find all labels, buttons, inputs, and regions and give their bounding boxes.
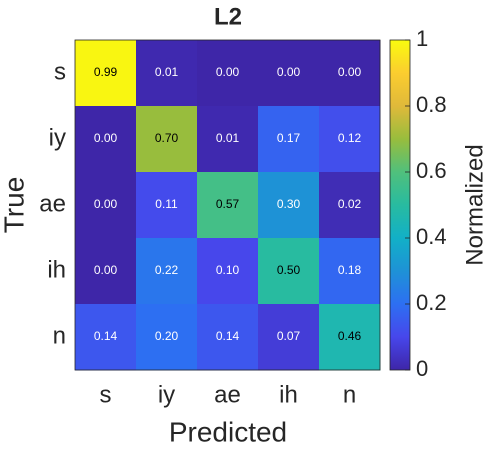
y-tick-label: s: [54, 58, 66, 85]
cell-label: 0.17: [277, 131, 301, 145]
cell-label: 0.18: [338, 263, 362, 277]
cell-label: 0.02: [338, 197, 362, 211]
cell-label: 0.99: [94, 65, 118, 79]
chart-title: L2: [214, 3, 242, 30]
y-tick-label: ih: [47, 256, 66, 283]
heatmap-cell: [75, 304, 137, 371]
cell-label: 0.00: [216, 65, 240, 79]
cell-label: 0.50: [277, 263, 301, 277]
heatmap-cell: [258, 40, 320, 107]
colorbar-label: Normalized: [461, 144, 488, 265]
cell-label: 0.11: [155, 197, 178, 211]
heatmap-cell: [75, 172, 137, 239]
cell-label: 0.00: [94, 197, 118, 211]
cell-label: 0.70: [155, 131, 179, 145]
colorbar-tick-label: 0: [416, 356, 428, 381]
cell-label: 0.14: [94, 329, 118, 343]
colorbar: [389, 39, 411, 371]
cell-label: 0.10: [216, 263, 240, 277]
cell-label: 0.00: [277, 65, 301, 79]
x-tick-label: ih: [279, 381, 298, 408]
x-tick-label: ae: [214, 381, 241, 408]
heatmap-cell: [75, 238, 137, 305]
colorbar-tick-label: 0.2: [416, 290, 447, 315]
x-axis-label: Predicted: [169, 416, 287, 447]
cell-label: 0.00: [338, 65, 362, 79]
heatmap-cell: [136, 238, 198, 305]
x-tick-label: iy: [158, 381, 175, 408]
heatmap-cell: [319, 238, 381, 305]
heatmap-cell: [258, 238, 320, 305]
cell-label: 0.01: [155, 65, 179, 79]
y-tick-label: ae: [39, 190, 66, 217]
cell-label: 0.57: [216, 197, 240, 211]
y-tick-label: iy: [49, 124, 66, 151]
heatmap-cell: [258, 172, 320, 239]
heatmap-cell: [197, 40, 259, 107]
colorbar-tick-label: 1: [416, 26, 428, 51]
heatmap-cell: [258, 106, 320, 173]
cell-label: 0.46: [338, 329, 362, 343]
cell-label: 0.14: [216, 329, 240, 343]
colorbar-tick-label: 0.4: [416, 224, 447, 249]
heatmap-cell: [136, 40, 198, 107]
heatmap-cell: [136, 106, 198, 173]
cell-label: 0.07: [277, 329, 301, 343]
cell-label: 0.00: [94, 263, 118, 277]
heatmap-cell: [197, 106, 259, 173]
cell-label: 0.01: [216, 131, 240, 145]
cell-label: 0.30: [277, 197, 301, 211]
cell-label: 0.20: [155, 329, 179, 343]
x-tick-label: s: [100, 381, 112, 408]
heatmap-cell: [75, 106, 137, 173]
y-tick-label: n: [53, 322, 66, 349]
heatmap-cell: [197, 304, 259, 371]
y-axis-label: True: [0, 177, 29, 234]
heatmap-cell: [197, 172, 259, 239]
colorbar-tick-label: 0.6: [416, 158, 447, 183]
colorbar-tick-label: 0.8: [416, 92, 447, 117]
cell-label: 0.22: [155, 263, 179, 277]
x-tick-label: n: [343, 381, 356, 408]
heatmap-cell: [319, 40, 381, 107]
plot-frame: [74, 39, 381, 371]
heatmap-cell: [75, 40, 137, 107]
heatmap-cell: [319, 172, 381, 239]
heatmap-cell: [319, 106, 381, 173]
cell-label: 0.12: [338, 131, 362, 145]
heatmap-cell: [258, 304, 320, 371]
heatmap-cell: [136, 172, 198, 239]
heatmap-cell: [136, 304, 198, 371]
cell-label: 0.00: [94, 131, 118, 145]
heatmap-cell: [319, 304, 381, 371]
heatmap-cell: [197, 238, 259, 305]
